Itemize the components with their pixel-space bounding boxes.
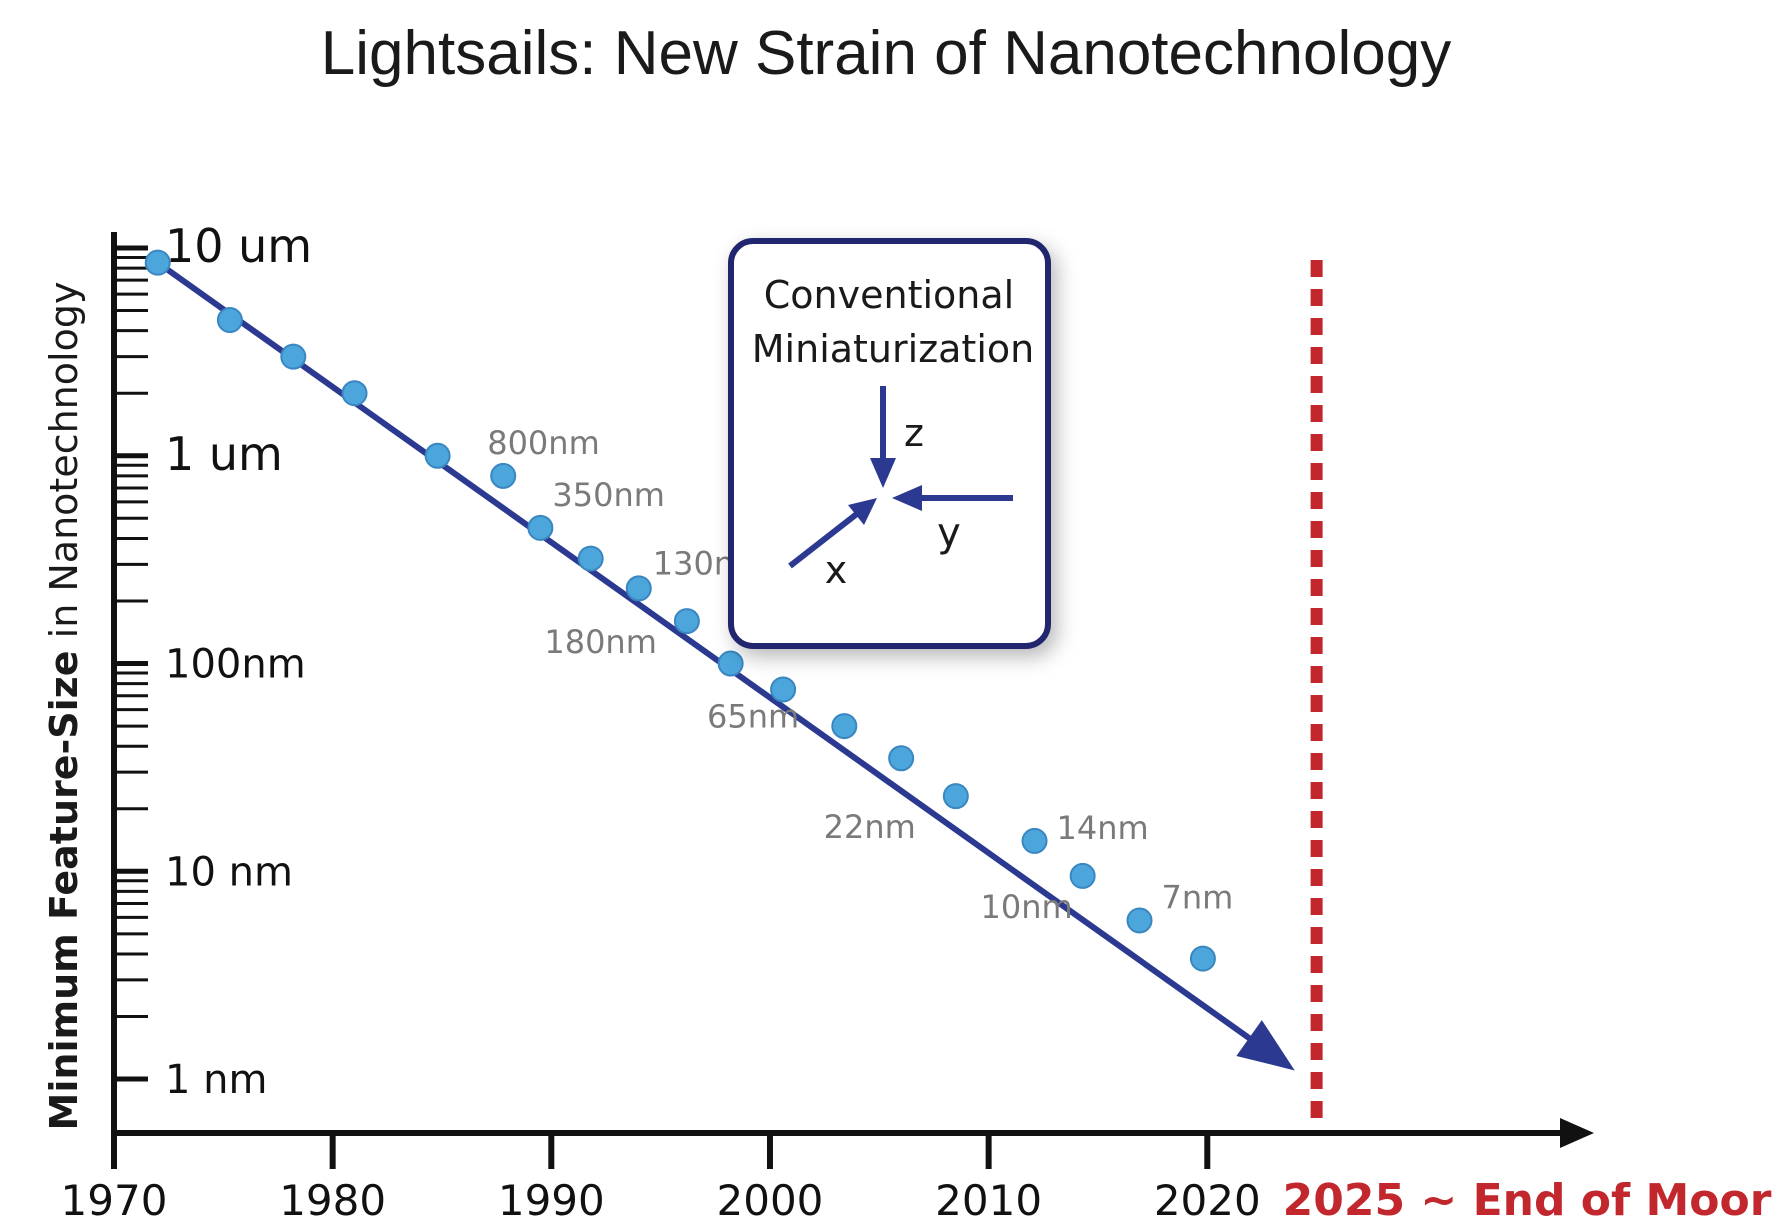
end-of-moores-law-label: 2025 ~ End of Moore's Law [1283,1175,1772,1226]
data-point [424,442,451,469]
data-point [490,462,517,489]
inset-title-line-1: Conventional [764,273,1014,317]
y-arrowhead [892,485,922,511]
x-tick-label: 1990 [498,1176,605,1225]
data-point [280,343,307,370]
z-arrowhead [870,458,896,488]
data-point-label: 10nm [980,888,1072,926]
data-point [1189,945,1216,972]
data-point-label: 22nm [824,808,916,846]
inset-box [728,238,1051,649]
y-axis-name: y [937,510,961,556]
y-tick-labels: 10 um 1 um 100nm 10 nm 1 nm [165,219,312,1103]
data-point [717,650,744,677]
data-point [1069,862,1096,889]
x-tick-label: 1970 [61,1176,168,1225]
x-tick-label: 2020 [1154,1176,1261,1225]
x-axis-arrowhead [1560,1118,1594,1148]
inset-title-line-2: Miniaturization [752,327,1034,371]
y-minor-ticks [114,245,148,1082]
data-point-label: 350nm [552,476,665,514]
x-arrowhead [848,498,877,525]
x-tick-label: 2000 [717,1176,824,1225]
data-point [1021,827,1048,854]
data-point-label: 7nm [1162,878,1234,916]
x-ticks [111,1131,1211,1169]
data-point-label: 14nm [1057,809,1149,847]
y-axis-label-rest: in Nanotechnology [42,282,86,651]
z-axis-name: z [904,411,924,455]
data-point [341,380,368,407]
data-point [770,676,797,703]
x-tick-label: 1980 [279,1176,386,1225]
data-point [527,514,554,541]
y-tick-label: 1 um [165,427,283,481]
data-point [216,307,243,334]
data-point [673,608,700,635]
data-point [1126,907,1153,934]
data-points [144,249,1216,972]
x-tick-labels: 1970 1980 1990 2000 2010 2020 [61,1176,1261,1225]
trend-line [155,260,1258,1046]
x-arrow [788,510,860,569]
data-point [888,745,915,772]
y-axis-label-bold: Minimum Feature-Size [42,650,86,1130]
y-tick-label: 10 um [165,219,312,273]
slide-title: Lightsails: New Strain of Nanotechnology [320,19,1452,88]
y-tick-label: 1 nm [165,1057,267,1103]
miniaturization-inset: Conventional Miniaturization z y x [728,238,1051,649]
data-point [625,575,652,602]
trend-arrowhead [1236,1020,1295,1071]
data-point [144,249,171,276]
data-point-label: 65nm [707,697,799,735]
data-point [831,713,858,740]
data-point [942,783,969,810]
x-axis-name: x [825,548,848,592]
data-point-label: 800nm [487,424,600,462]
data-point [577,545,604,572]
x-tick-label: 2010 [935,1176,1042,1225]
data-point-label: 180nm [544,623,657,661]
y-axis-label: Minimum Feature-Size in Nanotechnology [42,282,86,1131]
y-tick-label: 10 nm [165,849,293,895]
y-tick-label: 100nm [165,642,306,688]
